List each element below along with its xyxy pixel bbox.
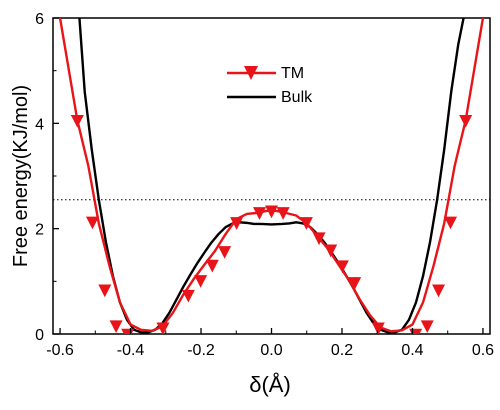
tm-data-point <box>409 328 423 334</box>
x-tick-label: 0.2 <box>331 342 353 359</box>
tm-data-point <box>181 289 195 303</box>
x-tick-label: -0.6 <box>46 342 74 359</box>
tm-data-point <box>371 322 385 334</box>
tm-data-point <box>98 284 112 298</box>
tm-data-point <box>432 284 446 298</box>
x-tick-label: 0.4 <box>401 342 423 359</box>
tm-data-point <box>253 207 267 220</box>
x-axis-title: δ(Å) <box>249 372 291 397</box>
series-line-tm <box>58 18 485 333</box>
tm-data-point <box>109 320 123 334</box>
tm-data-point <box>299 217 313 230</box>
tm-data-point <box>312 232 326 246</box>
x-tick-label: 0.6 <box>472 342 494 359</box>
tm-data-point <box>156 322 170 334</box>
y-tick-label: 4 <box>35 116 44 133</box>
legend: TM Bulk <box>227 65 313 106</box>
x-tick-label: 0.0 <box>260 342 282 359</box>
series-layer <box>58 18 485 334</box>
tm-data-point <box>70 114 84 128</box>
legend-marker-tm <box>244 66 258 80</box>
series-line-bulk <box>78 18 465 334</box>
y-tick-label: 0 <box>35 327 44 344</box>
x-tick-label: -0.4 <box>117 342 145 359</box>
x-axis-ticks: -0.6 -0.4 -0.2 0.0 0.2 0.4 0.6 <box>46 328 494 359</box>
y-axis-title: Free energy(KJ/mol) <box>10 85 32 267</box>
y-tick-label: 6 <box>35 11 44 28</box>
tm-data-point <box>444 216 458 230</box>
marker-layer <box>70 114 473 334</box>
legend-label-bulk: Bulk <box>281 89 313 106</box>
tm-data-point <box>194 275 208 288</box>
tm-data-point <box>420 320 434 334</box>
y-tick-label: 2 <box>35 222 44 239</box>
tm-data-point <box>459 114 473 128</box>
y-axis-ticks: 0 2 4 6 <box>35 11 59 344</box>
tm-data-point <box>324 244 338 258</box>
tm-data-point <box>121 328 135 334</box>
tm-data-point <box>335 260 349 274</box>
tm-data-point <box>348 277 362 290</box>
tm-data-point <box>205 259 219 273</box>
tm-data-point <box>265 205 278 219</box>
tm-data-point <box>230 217 244 230</box>
tm-data-point <box>85 216 99 230</box>
x-tick-label: -0.2 <box>187 342 215 359</box>
tm-data-point <box>218 246 232 259</box>
plot-frame <box>52 17 491 335</box>
tm-data-point <box>276 207 290 220</box>
legend-label-tm: TM <box>281 65 304 82</box>
